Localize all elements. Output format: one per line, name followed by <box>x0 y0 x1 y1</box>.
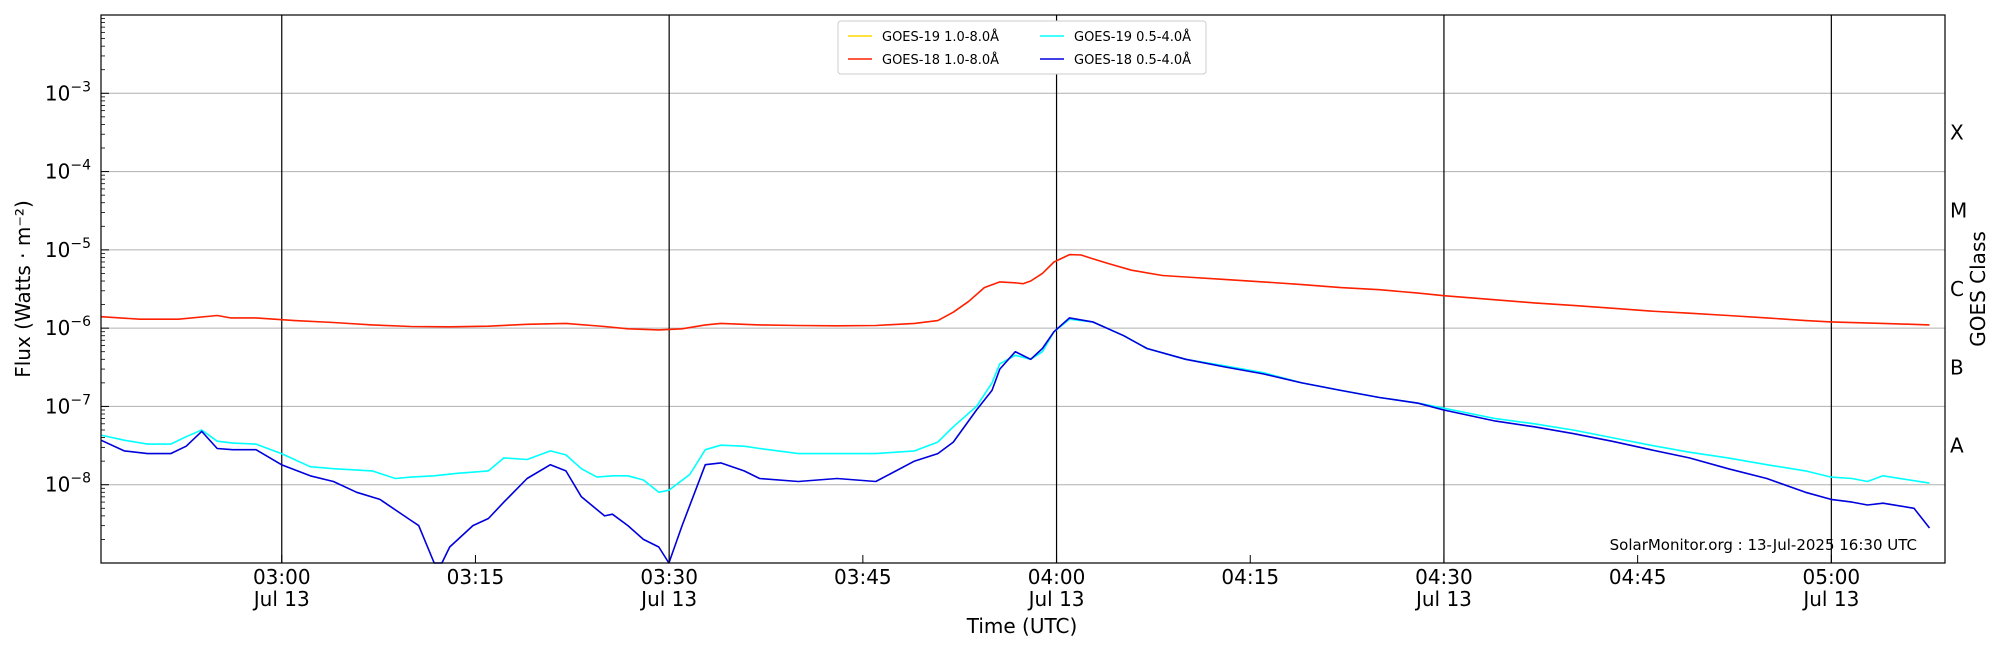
grid-lines <box>101 92 1945 486</box>
plot-background <box>101 15 1945 563</box>
y-axis-title: Flux (Watts · m⁻²) <box>11 200 35 378</box>
y-tick-label: 10−5 <box>45 236 91 262</box>
day-boundary-lines <box>281 15 1832 563</box>
x-tick-date-label: Jul 13 <box>1801 587 1859 611</box>
x-tick-label: 03:45 <box>834 565 892 589</box>
legend: GOES-19 1.0-8.0Å GOES-19 0.5-4.0Å GOES-18 … <box>837 20 1207 75</box>
x-tick-date-label: Jul 13 <box>1027 587 1085 611</box>
legend-label: GOES-19 1.0-8.0Å <box>882 29 999 45</box>
series-line <box>100 318 1930 494</box>
plot-frame <box>100 14 1946 564</box>
y-tick-label: 10−4 <box>45 158 91 184</box>
legend-label: GOES-18 1.0-8.0Å <box>882 52 999 68</box>
x-tick-date-label: Jul 13 <box>639 587 697 611</box>
series-line <box>100 253 1930 331</box>
legend-label: GOES-19 0.5-4.0Å <box>1074 29 1191 45</box>
x-tick-label: 04:30 <box>1415 565 1473 589</box>
y-tick-label: 10−6 <box>45 314 91 340</box>
goes-class-label: A <box>1950 434 1964 458</box>
y-tick-label: 10−3 <box>45 79 91 105</box>
goes-class-axis: A B C M X <box>1950 120 1967 457</box>
x-tick-label: 04:00 <box>1028 565 1086 589</box>
series-layer <box>100 253 1931 564</box>
x-tick-date-label: Jul 13 <box>1414 587 1472 611</box>
y-tick-label: 10−8 <box>45 471 91 497</box>
x-tick-label: 04:45 <box>1609 565 1667 589</box>
x-tick-label: 05:00 <box>1803 565 1861 589</box>
x-tick-label: 03:00 <box>253 565 311 589</box>
y-axis: 10−8 10−7 10−6 10−5 10−4 10−3 <box>45 18 109 540</box>
x-axis-title: Time (UTC) <box>966 614 1078 638</box>
right-axis-title: GOES Class <box>1966 231 1990 347</box>
goes-class-label: X <box>1950 120 1964 144</box>
legend-label: GOES-18 0.5-4.0Å <box>1074 52 1191 68</box>
y-tick-label: 10−7 <box>45 392 91 418</box>
x-tick-label: 03:30 <box>640 565 698 589</box>
x-tick-label: 03:15 <box>447 565 505 589</box>
x-tick-label: 04:15 <box>1221 565 1279 589</box>
goes-class-label: B <box>1950 355 1964 379</box>
credit-text: SolarMonitor.org : 13-Jul-2025 16:30 UTC <box>1610 536 1917 554</box>
x-tick-date-label: Jul 13 <box>252 587 310 611</box>
goes-class-label: M <box>1950 199 1967 223</box>
series-line <box>100 317 1931 564</box>
legend-box <box>837 20 1207 75</box>
goes-class-label: C <box>1950 277 1964 301</box>
